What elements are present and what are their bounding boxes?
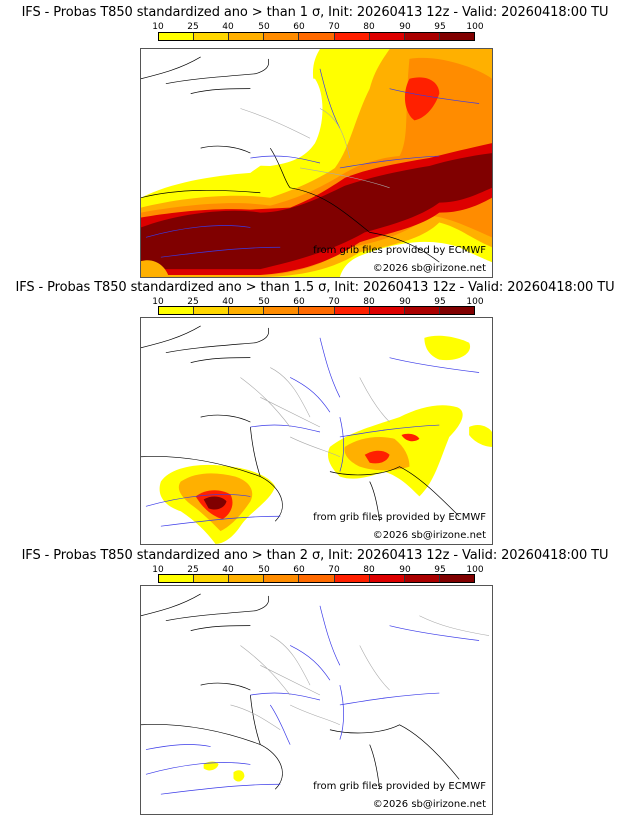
panel-1: IFS - Probas T850 standardized ano > tha…: [0, 5, 630, 280]
colorbar-swatch: [159, 307, 195, 314]
colorbar-tick: 50: [258, 565, 270, 575]
colorbar-tick: 25: [187, 297, 199, 307]
colorbar-tick: 80: [363, 297, 375, 307]
colorbar-swatch: [264, 575, 300, 582]
credit-copyright: ©2026 sb@irizone.net: [372, 530, 486, 541]
credit-copyright: ©2026 sb@irizone.net: [372, 263, 486, 274]
colorbar-swatch: [194, 33, 230, 40]
colorbar-tick: 60: [293, 22, 305, 32]
colorbar-labels: 10 25 40 50 60 70 80 90 95 100: [152, 565, 483, 575]
credit-source: from grib files provided by ECMWF: [313, 245, 486, 256]
colorbar-swatch: [404, 33, 440, 40]
colorbar-swatch: [404, 575, 440, 582]
colorbar: [158, 32, 475, 41]
panel-title: IFS - Probas T850 standardized ano > tha…: [21, 548, 609, 563]
credit-source: from grib files provided by ECMWF: [313, 512, 486, 523]
colorbar-tick: 90: [399, 297, 411, 307]
colorbar-swatch: [229, 33, 265, 40]
colorbar-swatch: [439, 307, 474, 314]
colorbar-swatch: [194, 307, 230, 314]
colorbar-swatch: [229, 307, 265, 314]
panel-title: IFS - Probas T850 standardized ano > tha…: [21, 5, 609, 20]
colorbar: [158, 574, 475, 583]
colorbar-tick: 80: [363, 565, 375, 575]
map-frame: from grib files provided by ECMWF ©2026 …: [140, 48, 493, 278]
colorbar-swatch: [299, 33, 335, 40]
colorbar-swatch: [369, 33, 405, 40]
colorbar-tick: 100: [466, 565, 484, 575]
colorbar-tick: 40: [222, 297, 234, 307]
colorbar-swatch: [404, 307, 440, 314]
colorbar-swatch: [299, 575, 335, 582]
colorbar-tick: 95: [434, 297, 446, 307]
probability-map: [141, 593, 490, 795]
map-frame: from grib files provided by ECMWF ©2026 …: [140, 317, 493, 545]
colorbar-tick: 60: [293, 297, 305, 307]
colorbar-tick: 25: [187, 22, 199, 32]
panel-title: IFS - Probas T850 standardized ano > tha…: [15, 280, 615, 295]
colorbar-swatch: [159, 575, 195, 582]
colorbar-tick: 50: [258, 22, 270, 32]
colorbar-tick: 50: [258, 297, 270, 307]
colorbar-tick: 100: [466, 22, 484, 32]
probability-map: [141, 325, 492, 544]
probability-map: [141, 49, 492, 277]
colorbar-swatch: [299, 307, 335, 314]
colorbar: [158, 306, 475, 315]
colorbar-tick: 70: [328, 565, 340, 575]
colorbar-tick: 90: [399, 22, 411, 32]
colorbar-labels: 10 25 40 50 60 70 80 90 95 100: [152, 22, 483, 32]
colorbar-tick: 95: [434, 22, 446, 32]
credit-source: from grib files provided by ECMWF: [313, 781, 486, 792]
colorbar-tick: 90: [399, 565, 411, 575]
colorbar-tick: 40: [222, 565, 234, 575]
panel-3: IFS - Probas T850 standardized ano > tha…: [0, 543, 630, 823]
colorbar-swatch: [194, 575, 230, 582]
colorbar-swatch: [264, 33, 300, 40]
colorbar-swatch: [334, 575, 370, 582]
colorbar-swatch: [334, 307, 370, 314]
colorbar-swatch: [369, 307, 405, 314]
map-frame: from grib files provided by ECMWF ©2026 …: [140, 585, 493, 815]
colorbar-swatch: [369, 575, 405, 582]
colorbar-tick: 95: [434, 565, 446, 575]
colorbar-tick: 100: [466, 297, 484, 307]
colorbar-tick: 40: [222, 22, 234, 32]
colorbar-tick: 70: [328, 297, 340, 307]
credit-copyright: ©2026 sb@irizone.net: [372, 799, 486, 810]
colorbar-tick: 80: [363, 22, 375, 32]
panel-2: IFS - Probas T850 standardized ano > tha…: [0, 275, 630, 547]
colorbar-swatch: [229, 575, 265, 582]
colorbar-swatch: [159, 33, 195, 40]
colorbar-tick: 10: [152, 22, 164, 32]
colorbar-swatch: [264, 307, 300, 314]
colorbar-swatch: [439, 33, 474, 40]
colorbar-tick: 70: [328, 22, 340, 32]
colorbar-swatch: [334, 33, 370, 40]
colorbar-tick: 10: [152, 297, 164, 307]
colorbar-labels: 10 25 40 50 60 70 80 90 95 100: [152, 297, 483, 307]
colorbar-swatch: [439, 575, 474, 582]
colorbar-tick: 60: [293, 565, 305, 575]
colorbar-tick: 10: [152, 565, 164, 575]
colorbar-tick: 25: [187, 565, 199, 575]
